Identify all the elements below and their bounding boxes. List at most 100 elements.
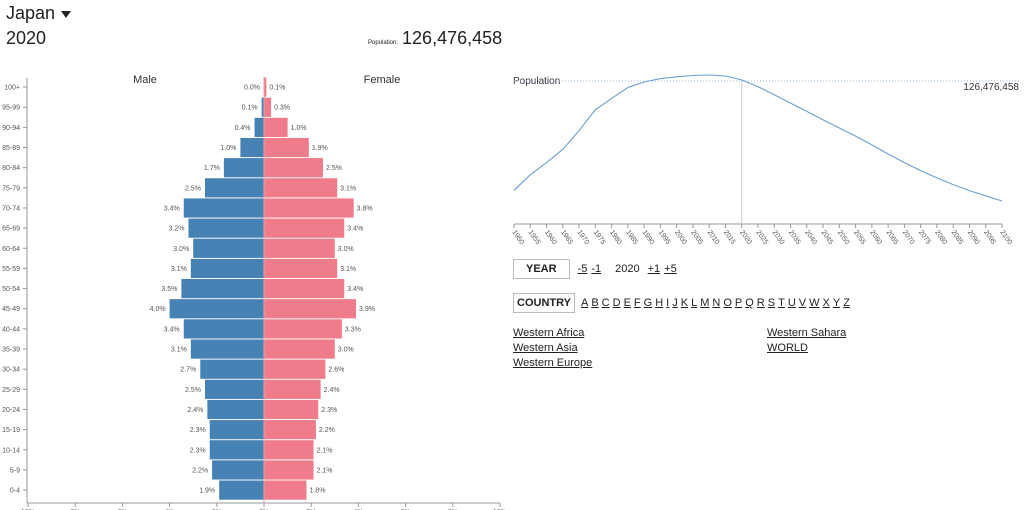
- letter-link-m[interactable]: M: [700, 297, 710, 309]
- marker-value-label: 126,476,458: [963, 82, 1019, 93]
- age-group-label: 0-4: [10, 488, 20, 495]
- female-bar: [264, 460, 314, 480]
- region-link[interactable]: Western Asia: [513, 342, 578, 354]
- female-bar: [264, 77, 267, 97]
- population-series-line: [513, 74, 1003, 202]
- line-x-tick-label: 2070: [901, 229, 916, 246]
- year-button[interactable]: YEAR: [513, 259, 570, 279]
- letter-link-d[interactable]: D: [612, 297, 621, 309]
- male-value-label: 3.0%: [173, 246, 189, 253]
- letter-link-v[interactable]: V: [798, 297, 807, 309]
- female-value-label: 2.2%: [319, 427, 335, 434]
- age-group-label: 75-79: [2, 185, 20, 192]
- line-x-tick-label: 2020: [738, 229, 753, 246]
- male-bar: [200, 359, 264, 379]
- line-x-tick-label: 2095: [982, 229, 997, 246]
- male-bar: [205, 178, 264, 198]
- letter-link-o[interactable]: O: [723, 297, 732, 309]
- year-minus5-link[interactable]: -5: [577, 263, 588, 275]
- male-value-label: 2.7%: [180, 367, 196, 374]
- female-bar: [264, 137, 309, 158]
- male-value-label: 2.5%: [185, 387, 201, 394]
- male-value-label: 1.7%: [204, 165, 220, 172]
- letter-link-y[interactable]: Y: [832, 297, 841, 309]
- male-bar: [209, 420, 264, 440]
- letter-link-g[interactable]: G: [643, 297, 653, 309]
- female-value-label: 3.4%: [347, 226, 363, 233]
- country-button[interactable]: COUNTRY: [513, 293, 575, 313]
- letter-link-z[interactable]: Z: [843, 297, 850, 309]
- female-bar: [264, 117, 288, 137]
- letter-link-j[interactable]: J: [672, 297, 678, 309]
- male-bar: [212, 460, 264, 480]
- line-x-tick-label: 2060: [868, 229, 883, 246]
- letter-link-s[interactable]: S: [767, 297, 776, 309]
- male-value-label: 2.3%: [190, 427, 206, 434]
- female-value-label: 3.4%: [347, 286, 363, 293]
- female-value-label: 2.3%: [321, 407, 337, 414]
- line-x-tick-label: 2080: [933, 229, 948, 246]
- age-group-label: 10-14: [2, 447, 20, 454]
- letter-link-b[interactable]: B: [591, 297, 599, 309]
- population-line-chart: Population 1950 1955 1960 1965 1970 1975 1980 1…: [510, 74, 1020, 246]
- line-x-tick-label: 2090: [966, 229, 981, 246]
- age-group-label: 90-94: [2, 125, 20, 132]
- region-link[interactable]: WORLD: [767, 342, 808, 354]
- letter-link-q[interactable]: Q: [745, 297, 754, 309]
- female-value-label: 3.8%: [357, 205, 373, 212]
- female-bar: [264, 218, 345, 238]
- male-value-label: 2.5%: [185, 185, 201, 192]
- female-bar: [264, 258, 338, 279]
- year-plus1-link[interactable]: +1: [647, 263, 661, 275]
- line-x-tick-label: 2040: [803, 229, 818, 246]
- male-value-label: 3.5%: [161, 286, 177, 293]
- year-current: 2020: [615, 263, 640, 275]
- country-dropdown[interactable]: Japan: [6, 3, 72, 24]
- region-link[interactable]: Western Sahara: [767, 327, 847, 339]
- female-value-label: 0.3%: [274, 105, 290, 112]
- age-group-label: 20-24: [2, 407, 20, 414]
- female-value-label: 3.9%: [359, 306, 375, 313]
- letter-link-f[interactable]: F: [633, 297, 641, 309]
- letter-link-p[interactable]: P: [734, 297, 743, 309]
- letter-link-c[interactable]: C: [601, 297, 610, 309]
- female-bar: [264, 97, 272, 117]
- line-x-tick-label: 1995: [657, 229, 672, 246]
- letter-link-i[interactable]: I: [666, 297, 670, 309]
- region-link[interactable]: Western Europe: [513, 357, 593, 369]
- letter-link-e[interactable]: E: [623, 297, 631, 309]
- letter-link-x[interactable]: X: [822, 297, 830, 309]
- age-group-label: 5-9: [10, 467, 20, 474]
- letter-link-u[interactable]: U: [787, 297, 796, 309]
- line-x-tick-label: 2030: [771, 229, 786, 246]
- male-value-label: 3.1%: [171, 347, 187, 354]
- female-value-label: 1.9%: [312, 145, 328, 152]
- letter-link-t[interactable]: T: [778, 297, 785, 309]
- male-value-label: 2.3%: [190, 447, 206, 454]
- year-plus5-link[interactable]: +5: [664, 263, 677, 275]
- age-group-label: 25-29: [2, 387, 20, 394]
- female-bar: [264, 158, 323, 178]
- male-value-label: 0.0%: [244, 85, 260, 92]
- region-link[interactable]: Western Africa: [513, 327, 585, 339]
- male-value-label: 1.0%: [220, 145, 236, 152]
- letter-link-k[interactable]: K: [680, 297, 689, 309]
- female-value-label: 0.1%: [269, 85, 285, 92]
- letter-link-a[interactable]: A: [580, 297, 589, 309]
- male-bar: [183, 319, 264, 339]
- line-x-tick-label: 2045: [819, 229, 834, 246]
- male-bar: [205, 379, 264, 399]
- letter-link-n[interactable]: N: [712, 297, 721, 309]
- female-value-label: 3.1%: [340, 266, 356, 273]
- letter-link-h[interactable]: H: [655, 297, 664, 309]
- male-bar: [209, 440, 264, 460]
- female-value-label: 2.1%: [317, 467, 333, 474]
- line-x-tick-label: 2065: [884, 229, 899, 246]
- male-value-label: 0.1%: [242, 105, 258, 112]
- letter-link-r[interactable]: R: [756, 297, 765, 309]
- letter-link-l[interactable]: L: [691, 297, 698, 309]
- year-minus1-link[interactable]: -1: [591, 263, 602, 275]
- letter-link-w[interactable]: W: [809, 297, 820, 309]
- female-bar: [264, 420, 316, 440]
